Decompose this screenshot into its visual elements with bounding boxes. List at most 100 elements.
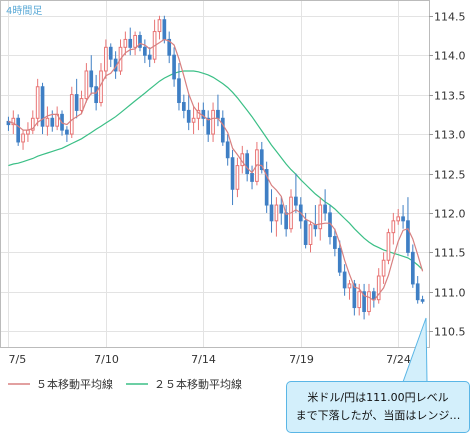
candle [186, 94, 191, 131]
candle-body [357, 291, 362, 309]
candle [89, 55, 94, 95]
candle-body [162, 19, 167, 40]
candle [420, 295, 425, 304]
legend-label-ma25: ２５本移動平均線 [154, 377, 242, 391]
x-tick-label: 7/10 [94, 353, 119, 366]
candle-body [11, 117, 16, 126]
candle [84, 63, 89, 103]
candle-body [220, 117, 225, 143]
candle-body [269, 204, 274, 222]
candle [35, 78, 40, 127]
candle [220, 110, 225, 146]
x-tick-label: 7/24 [386, 353, 411, 366]
candle-body [206, 117, 211, 135]
candle [386, 228, 391, 265]
candle-body [16, 117, 21, 143]
candle-body [279, 204, 284, 214]
legend: ５本移動平均線 ２５本移動平均線 [8, 377, 242, 391]
candle-body [367, 291, 371, 313]
candle-body [333, 236, 337, 249]
candle-body [337, 247, 342, 273]
candle [45, 106, 50, 136]
ma25-series [8, 70, 424, 271]
candle [410, 244, 415, 288]
candle-body [274, 204, 279, 222]
x-tick-label: 7/5 [9, 353, 27, 366]
candle [172, 47, 176, 87]
candle-body [181, 102, 186, 111]
candle-body [323, 204, 327, 214]
candle-body [143, 46, 147, 56]
candle-body [172, 54, 176, 80]
candle-body [391, 220, 396, 234]
candle [279, 197, 284, 225]
candle-body [186, 109, 191, 123]
candle-body [157, 19, 162, 33]
ma5-line [8, 38, 424, 302]
candle [337, 240, 342, 277]
candle-body [308, 224, 313, 245]
candle [30, 110, 35, 135]
candle-body [415, 283, 420, 301]
candle [128, 27, 133, 56]
candle-body [250, 173, 254, 182]
candle-body [138, 34, 142, 48]
candle-body [65, 129, 69, 135]
candle-body [74, 94, 79, 111]
candle-body [294, 196, 298, 206]
candle-body [352, 283, 357, 309]
y-tick-label: 112.0 [434, 208, 466, 221]
candle [294, 173, 298, 213]
candle-body [347, 283, 352, 289]
x-axis-ticks: 7/5 7/10 7/14 7/19 7/24 [9, 353, 411, 366]
candle [274, 197, 279, 237]
candle-body [230, 157, 235, 190]
candle-body [303, 220, 308, 245]
y-tick-label: 110.5 [434, 326, 466, 339]
candle [104, 39, 108, 79]
candle-body [245, 153, 250, 174]
gridlines [0, 0, 429, 347]
candles [6, 15, 425, 320]
candle [264, 161, 269, 213]
candle-body [69, 94, 74, 135]
candle-body [201, 109, 206, 119]
candle-body [35, 86, 40, 119]
candle [235, 157, 240, 198]
candle [133, 31, 137, 56]
candle-body [342, 271, 347, 289]
candle [143, 39, 147, 64]
candle-body [89, 70, 94, 88]
candle-body [50, 117, 55, 127]
candle-body [128, 38, 133, 48]
candle-body [108, 46, 113, 60]
ma5-series [8, 38, 424, 302]
candle [191, 106, 196, 135]
candle [323, 189, 327, 221]
candle [342, 264, 347, 296]
x-tick-label: 7/14 [191, 353, 216, 366]
candle [401, 205, 405, 229]
candle-body [191, 117, 196, 123]
callout-text-line-2: まで下落したが、当面はレンジ… [295, 409, 461, 422]
candle [391, 212, 396, 245]
candle-body [94, 86, 98, 104]
y-tick-label: 111.5 [434, 247, 466, 260]
candle-body [147, 54, 152, 60]
candle [347, 279, 352, 300]
period-label: 4時間足 [6, 5, 42, 17]
candle-body [211, 109, 215, 135]
candle [69, 86, 74, 139]
candle [147, 47, 152, 68]
y-axis-ticks: 110.5 111.0 111.5 112.0 112.5 113.0 113.5 114.0… [429, 11, 466, 339]
candle-body [30, 117, 35, 131]
candle [245, 149, 250, 182]
candle [269, 189, 274, 233]
candle [376, 268, 381, 304]
y-tick-label: 112.5 [434, 169, 466, 182]
candle [362, 283, 366, 320]
y-tick-label: 114.5 [434, 11, 466, 24]
candle [157, 15, 162, 40]
x-tick-label: 7/19 [289, 353, 314, 366]
candle [230, 149, 235, 206]
